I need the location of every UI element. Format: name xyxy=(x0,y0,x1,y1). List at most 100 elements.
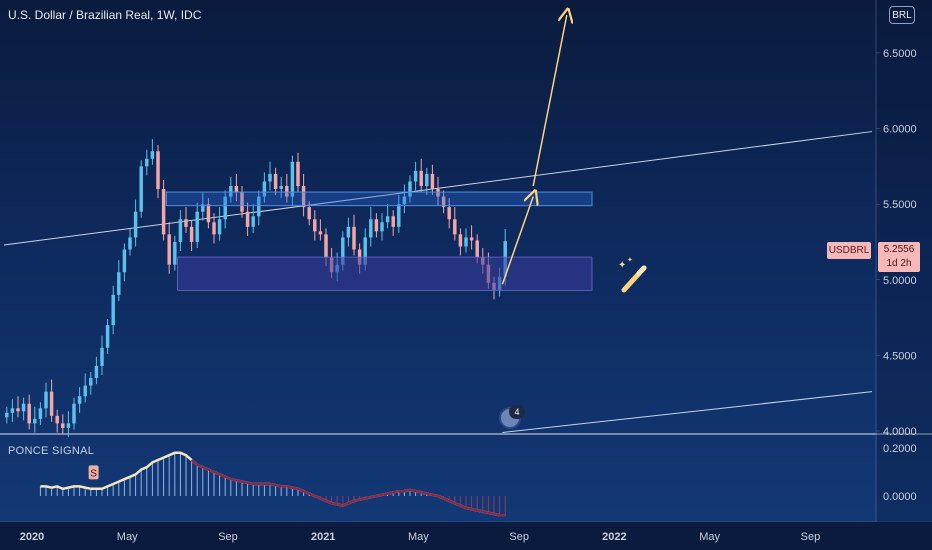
candle-body xyxy=(464,237,468,247)
indicator-tick-label: 0.0000 xyxy=(883,491,917,503)
candle-body xyxy=(257,196,261,217)
candle-body xyxy=(111,294,115,326)
candle-body xyxy=(346,226,351,238)
candle-body xyxy=(100,347,104,366)
candle-body xyxy=(21,403,26,412)
candle-body xyxy=(105,325,110,348)
x-tick-label: May xyxy=(408,531,429,543)
x-tick-label: May xyxy=(117,531,138,543)
y-tick-label: 5.5000 xyxy=(883,199,917,211)
candle-body xyxy=(436,189,440,197)
x-tick-label: Sep xyxy=(509,531,529,543)
candle-body xyxy=(240,192,244,212)
candle-body xyxy=(425,173,429,186)
candle-body xyxy=(341,237,345,265)
projection-arrow-long xyxy=(532,15,567,187)
candle-body xyxy=(38,408,43,419)
candle-body xyxy=(10,408,15,413)
candle-body xyxy=(161,189,166,235)
candle-body xyxy=(318,231,323,235)
candle-body xyxy=(290,161,295,197)
candle-body xyxy=(419,170,423,186)
candle-body xyxy=(475,240,479,258)
svg-text:✦: ✦ xyxy=(618,260,626,271)
candle-body xyxy=(178,219,183,242)
candle-body xyxy=(55,415,59,424)
candle-body xyxy=(139,166,143,212)
candle-body xyxy=(217,219,222,235)
candle-body xyxy=(374,219,379,232)
candle-body xyxy=(145,158,149,167)
y-tick-label: 4.5000 xyxy=(883,350,917,362)
candle-body xyxy=(223,196,227,220)
candle-body xyxy=(458,234,463,247)
candle-body xyxy=(44,391,48,409)
x-tick-label: Sep xyxy=(801,531,821,543)
candle-body xyxy=(352,226,356,250)
candle-body xyxy=(61,423,65,428)
candle-body xyxy=(402,196,407,205)
candle-body xyxy=(122,249,127,273)
candle-body xyxy=(380,222,384,232)
candle-body xyxy=(206,204,211,223)
candle-body xyxy=(189,226,194,242)
candle-body xyxy=(201,204,205,212)
candle-body xyxy=(117,272,121,295)
candle-body xyxy=(173,241,177,265)
candle-body xyxy=(49,391,54,416)
candle-body xyxy=(83,385,87,397)
signal-marker-label: S xyxy=(90,468,97,479)
candle-body xyxy=(413,170,418,182)
bar-countdown: 1d 2h xyxy=(886,258,912,269)
candle-body xyxy=(324,234,328,258)
indicator-label[interactable]: PONCE SIGNAL xyxy=(8,445,95,457)
x-tick-label: 2021 xyxy=(311,531,335,543)
candle-body xyxy=(184,219,188,227)
candle-body xyxy=(279,186,283,190)
support-zone xyxy=(177,256,593,291)
y-tick-label: 6.5000 xyxy=(883,48,917,60)
candle-body xyxy=(27,403,31,424)
time-axis[interactable] xyxy=(0,522,932,550)
svg-text:✦: ✦ xyxy=(627,256,633,264)
candle-body xyxy=(301,186,306,208)
candle-body xyxy=(212,222,216,235)
candle-body xyxy=(156,151,160,190)
candle-body xyxy=(167,234,171,265)
indicator-tick-label: 0.2000 xyxy=(883,443,917,455)
candle-body xyxy=(430,173,435,190)
y-tick-label: 4.0000 xyxy=(883,426,917,438)
candle-body xyxy=(77,396,82,404)
candle-body xyxy=(128,237,132,250)
candle-body xyxy=(453,219,457,235)
magic-wand-icon: ✦ ✦ xyxy=(618,256,647,293)
candle-body xyxy=(33,418,37,424)
candle-body xyxy=(245,211,250,227)
candle-body xyxy=(369,219,373,238)
y-tick-label: 5.0000 xyxy=(883,275,917,287)
candle-body xyxy=(262,181,267,197)
last-price-tag: 5.2556 1d 2h xyxy=(878,242,920,272)
candle-body xyxy=(195,211,199,242)
candle-body xyxy=(268,173,272,182)
candle-body xyxy=(296,161,300,186)
candle-body xyxy=(307,207,311,220)
candle-body xyxy=(94,365,99,379)
candle-body xyxy=(89,378,93,386)
indicator-line-down xyxy=(190,459,506,517)
candle-body xyxy=(66,423,71,428)
candle-body xyxy=(391,216,395,227)
candle-body xyxy=(150,151,155,159)
currency-button[interactable]: BRL xyxy=(889,6,915,24)
candle-body xyxy=(72,403,76,424)
candle-body xyxy=(469,237,474,241)
ideas-badge-count: 4 xyxy=(509,405,525,419)
trend-line-lower xyxy=(502,391,873,433)
signal-marker xyxy=(88,465,99,480)
candle-body xyxy=(5,412,9,418)
candle-body xyxy=(133,211,138,238)
candle-body xyxy=(363,237,367,265)
candle-body xyxy=(313,219,317,232)
candle-body xyxy=(285,186,289,197)
